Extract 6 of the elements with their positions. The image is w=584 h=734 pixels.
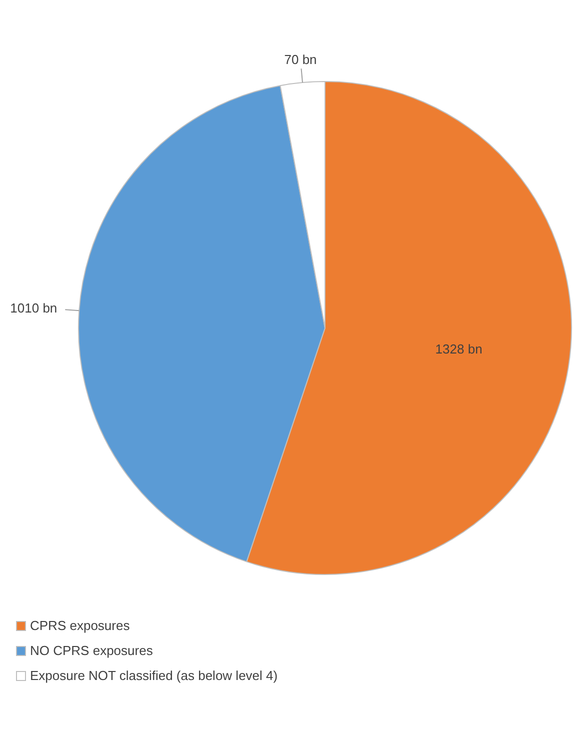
legend-label: CPRS exposures	[30, 618, 130, 633]
legend-label: NO CPRS exposures	[30, 643, 153, 658]
data-label: 70 bn	[284, 52, 317, 68]
data-label: 1328 bn	[435, 341, 482, 356]
data-label: 1010 bn	[10, 300, 58, 316]
legend-label: Exposure NOT classified (as below level 4)	[30, 668, 278, 683]
